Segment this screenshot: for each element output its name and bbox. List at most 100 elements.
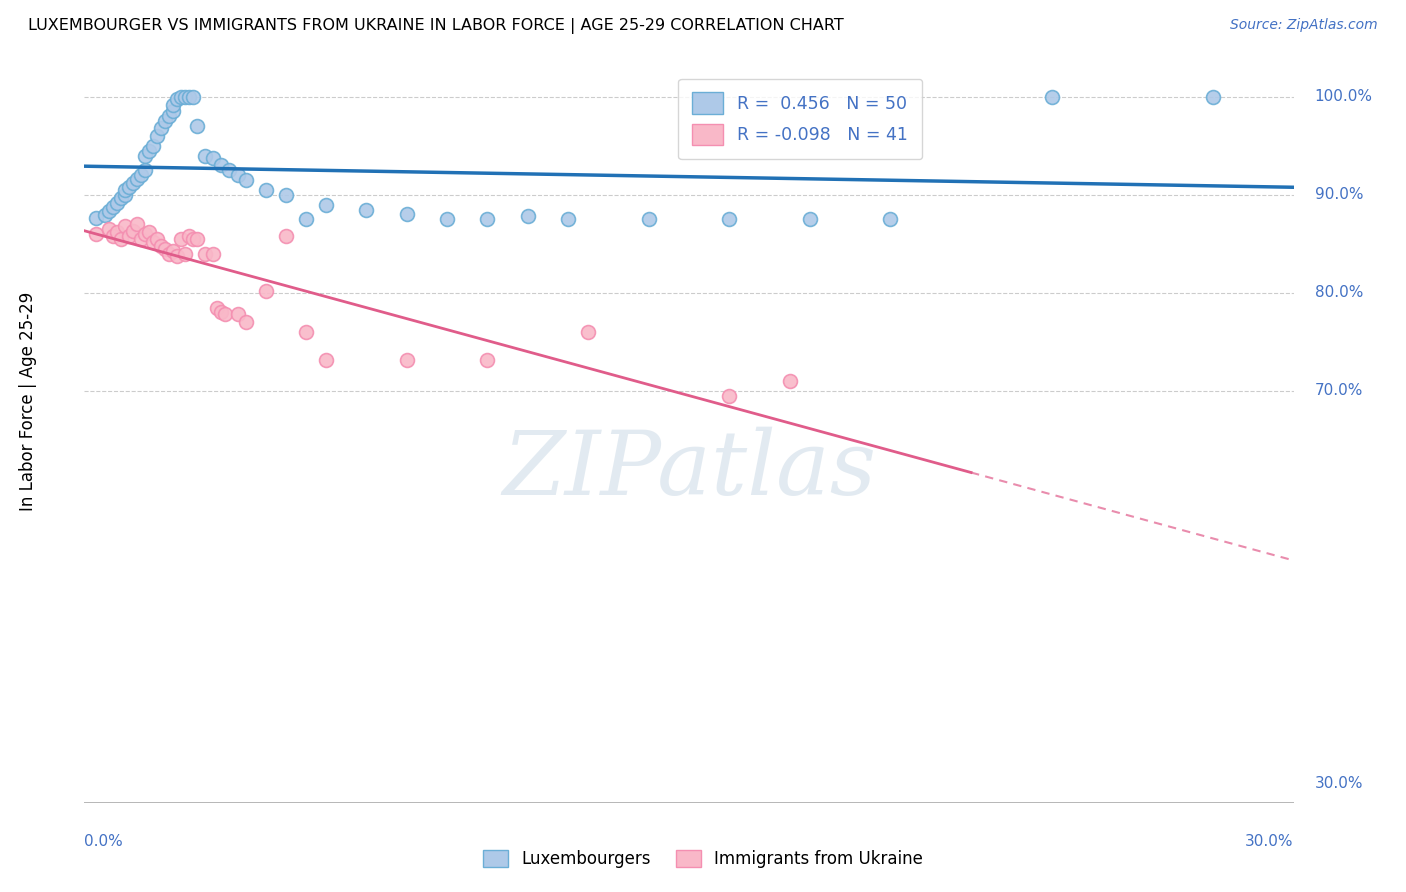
Point <box>101 229 124 244</box>
Point <box>576 325 599 339</box>
Point <box>162 244 184 258</box>
Point <box>129 168 152 182</box>
Point <box>226 308 249 322</box>
Point <box>166 92 188 106</box>
Text: 100.0%: 100.0% <box>1315 89 1372 104</box>
Point <box>149 239 172 253</box>
Point <box>118 180 141 194</box>
Point <box>557 212 579 227</box>
Point <box>477 212 499 227</box>
Point <box>214 308 236 322</box>
Point <box>209 305 232 319</box>
Point <box>194 246 217 260</box>
Point <box>134 227 156 241</box>
Point <box>879 212 901 227</box>
Point <box>110 232 132 246</box>
Point <box>254 284 277 298</box>
Point <box>162 97 184 112</box>
Point <box>179 89 201 103</box>
Text: 90.0%: 90.0% <box>1315 187 1362 202</box>
Text: 0.0%: 0.0% <box>84 834 124 849</box>
Point <box>235 173 257 187</box>
Text: LUXEMBOURGER VS IMMIGRANTS FROM UKRAINE IN LABOR FORCE | AGE 25-29 CORRELATION C: LUXEMBOURGER VS IMMIGRANTS FROM UKRAINE … <box>28 18 844 34</box>
Point <box>186 119 208 133</box>
Point <box>295 325 318 339</box>
Point <box>142 138 165 153</box>
Point <box>162 104 184 119</box>
Point <box>146 232 169 246</box>
Point <box>718 212 741 227</box>
Text: Source: ZipAtlas.com: Source: ZipAtlas.com <box>1230 18 1378 32</box>
Point <box>254 183 277 197</box>
Point <box>202 246 225 260</box>
Legend: Luxembourgers, Immigrants from Ukraine: Luxembourgers, Immigrants from Ukraine <box>477 843 929 875</box>
Point <box>86 211 108 226</box>
Point <box>315 197 337 211</box>
Point <box>207 301 229 315</box>
Text: In Labor Force | Age 25-29: In Labor Force | Age 25-29 <box>20 292 37 511</box>
Point <box>315 352 337 367</box>
Point <box>181 89 204 103</box>
Point <box>274 229 297 244</box>
Point <box>134 148 156 162</box>
Point <box>395 352 418 367</box>
Point <box>274 187 297 202</box>
Point <box>138 144 160 158</box>
Point <box>153 242 176 256</box>
Point <box>436 212 458 227</box>
Point <box>179 229 201 244</box>
Point <box>118 229 141 244</box>
Point <box>174 89 197 103</box>
Point <box>105 195 128 210</box>
Text: 30.0%: 30.0% <box>1315 776 1362 790</box>
Point <box>146 128 169 143</box>
Point <box>477 352 499 367</box>
Text: 80.0%: 80.0% <box>1315 285 1362 301</box>
Point <box>86 227 108 241</box>
Point <box>218 163 240 178</box>
Point <box>718 389 741 403</box>
Point <box>125 217 148 231</box>
Point <box>114 183 136 197</box>
Point <box>295 212 318 227</box>
Point <box>93 208 115 222</box>
Point <box>157 109 180 123</box>
Point <box>114 219 136 234</box>
Legend: R =  0.456   N = 50, R = -0.098   N = 41: R = 0.456 N = 50, R = -0.098 N = 41 <box>678 78 922 159</box>
Point <box>97 203 120 218</box>
Point <box>125 172 148 186</box>
Point <box>121 176 143 190</box>
Point <box>516 210 538 224</box>
Point <box>134 163 156 178</box>
Point <box>170 232 193 246</box>
Point <box>97 222 120 236</box>
Text: 70.0%: 70.0% <box>1315 384 1362 399</box>
Point <box>235 315 257 329</box>
Point <box>779 374 801 388</box>
Point <box>129 232 152 246</box>
Point <box>149 121 172 136</box>
Point <box>121 224 143 238</box>
Point <box>799 212 821 227</box>
Point <box>142 235 165 249</box>
Point <box>138 225 160 239</box>
Point <box>166 249 188 263</box>
Point <box>153 114 176 128</box>
Point <box>356 202 378 217</box>
Point <box>110 191 132 205</box>
Point <box>395 207 418 221</box>
Point <box>157 246 180 260</box>
Text: 30.0%: 30.0% <box>1246 834 1294 849</box>
Point <box>226 168 249 182</box>
Point <box>194 148 217 162</box>
Text: ZIPatlas: ZIPatlas <box>502 426 876 513</box>
Point <box>105 225 128 239</box>
Point <box>209 158 232 172</box>
Point <box>114 187 136 202</box>
Point <box>186 232 208 246</box>
Point <box>1040 89 1063 103</box>
Point <box>170 89 193 103</box>
Point <box>1202 89 1225 103</box>
Point <box>101 200 124 214</box>
Point <box>202 151 225 165</box>
